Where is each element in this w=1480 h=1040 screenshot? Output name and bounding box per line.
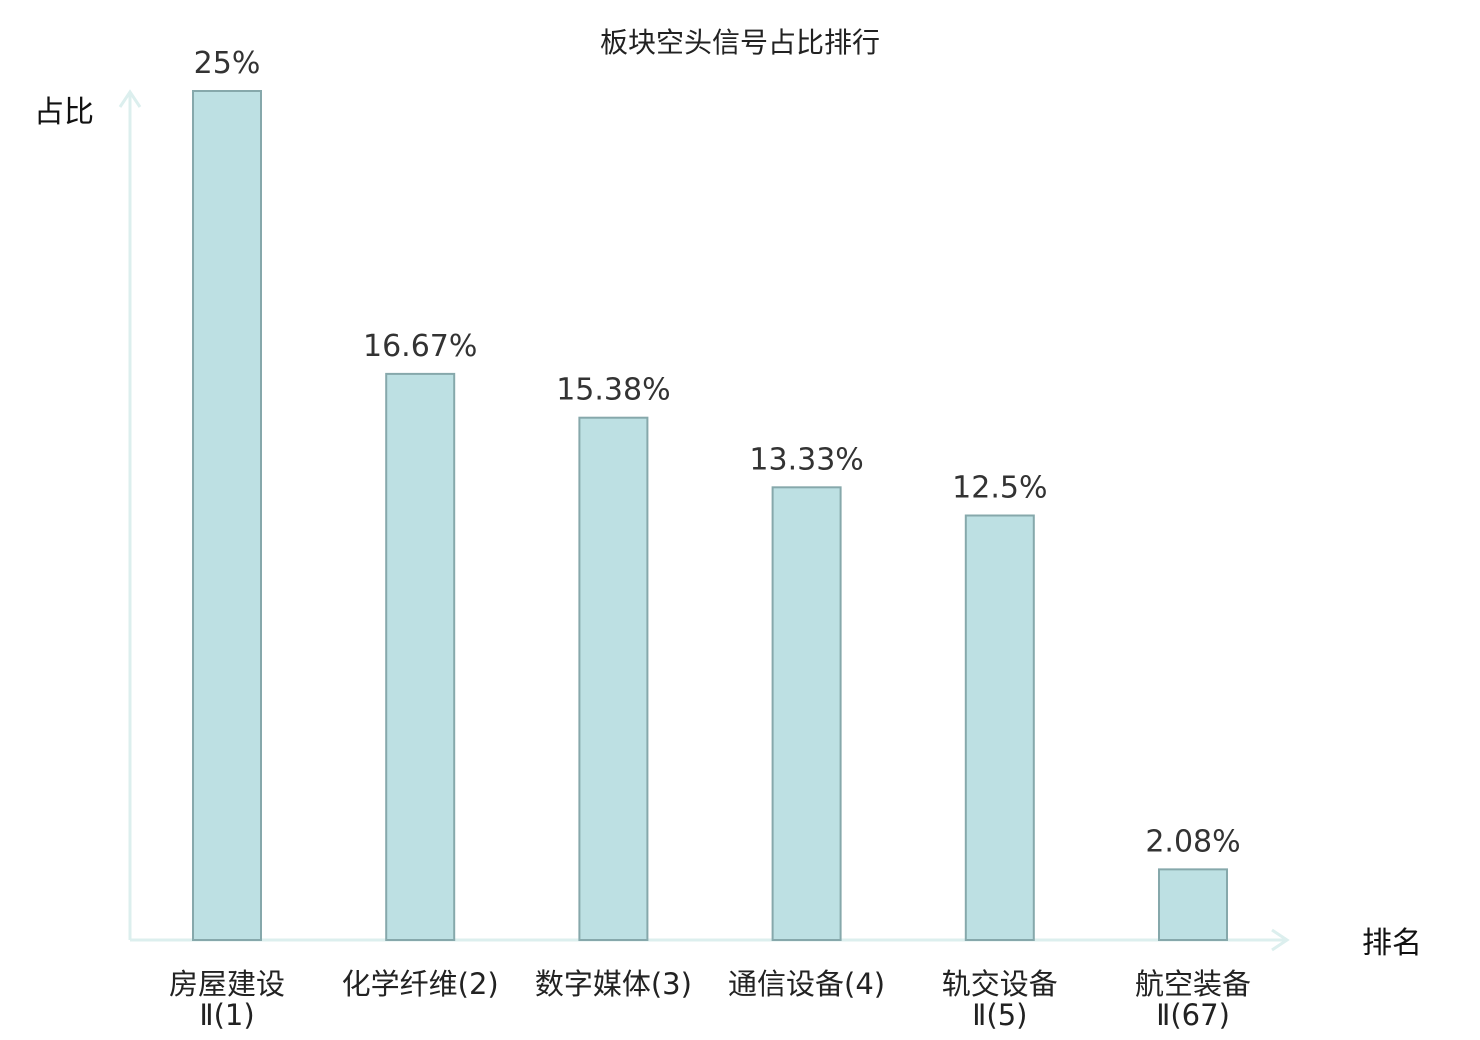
y-axis-label: 占比 — [34, 95, 94, 130]
bar-6 — [1158, 868, 1228, 942]
bar-5 — [964, 514, 1035, 941]
category-label-6-line2: Ⅱ(67) — [1156, 998, 1230, 1032]
chart-title: 板块空头信号占比排行 — [600, 26, 880, 59]
bar-3 — [578, 416, 649, 941]
category-label-1: 房屋建设 — [169, 967, 285, 1001]
x-axis-arrow — [1271, 928, 1290, 952]
bar-2 — [385, 372, 456, 942]
category-label-5-line2: Ⅱ(5) — [972, 998, 1027, 1032]
category-label-5: 轨交设备 — [942, 967, 1058, 1001]
bar-4 — [771, 486, 842, 941]
value-label-5: 12.5% — [952, 471, 1047, 506]
value-label-1: 25% — [194, 46, 261, 81]
axes — [118, 89, 1290, 952]
category-label-3: 数字媒体(3) — [535, 967, 692, 1001]
value-label-2: 16.67% — [363, 329, 477, 364]
y-axis-arrow — [118, 89, 142, 108]
x-axis-label: 排名 — [1362, 926, 1422, 961]
value-label-6: 2.08% — [1145, 824, 1240, 859]
value-labels-group: 25% 16.67% 15.38% 13.33% 12.5% 2.08% — [194, 46, 1241, 859]
value-label-4: 13.33% — [749, 442, 863, 477]
category-label-6: 航空装备 — [1135, 967, 1251, 1001]
value-label-3: 15.38% — [556, 373, 670, 408]
bar-1 — [192, 90, 262, 941]
category-label-1-line2: Ⅱ(1) — [199, 998, 254, 1032]
bars-group — [192, 90, 1228, 942]
category-label-4: 通信设备(4) — [728, 967, 885, 1001]
category-label-2: 化学纤维(2) — [342, 967, 499, 1001]
